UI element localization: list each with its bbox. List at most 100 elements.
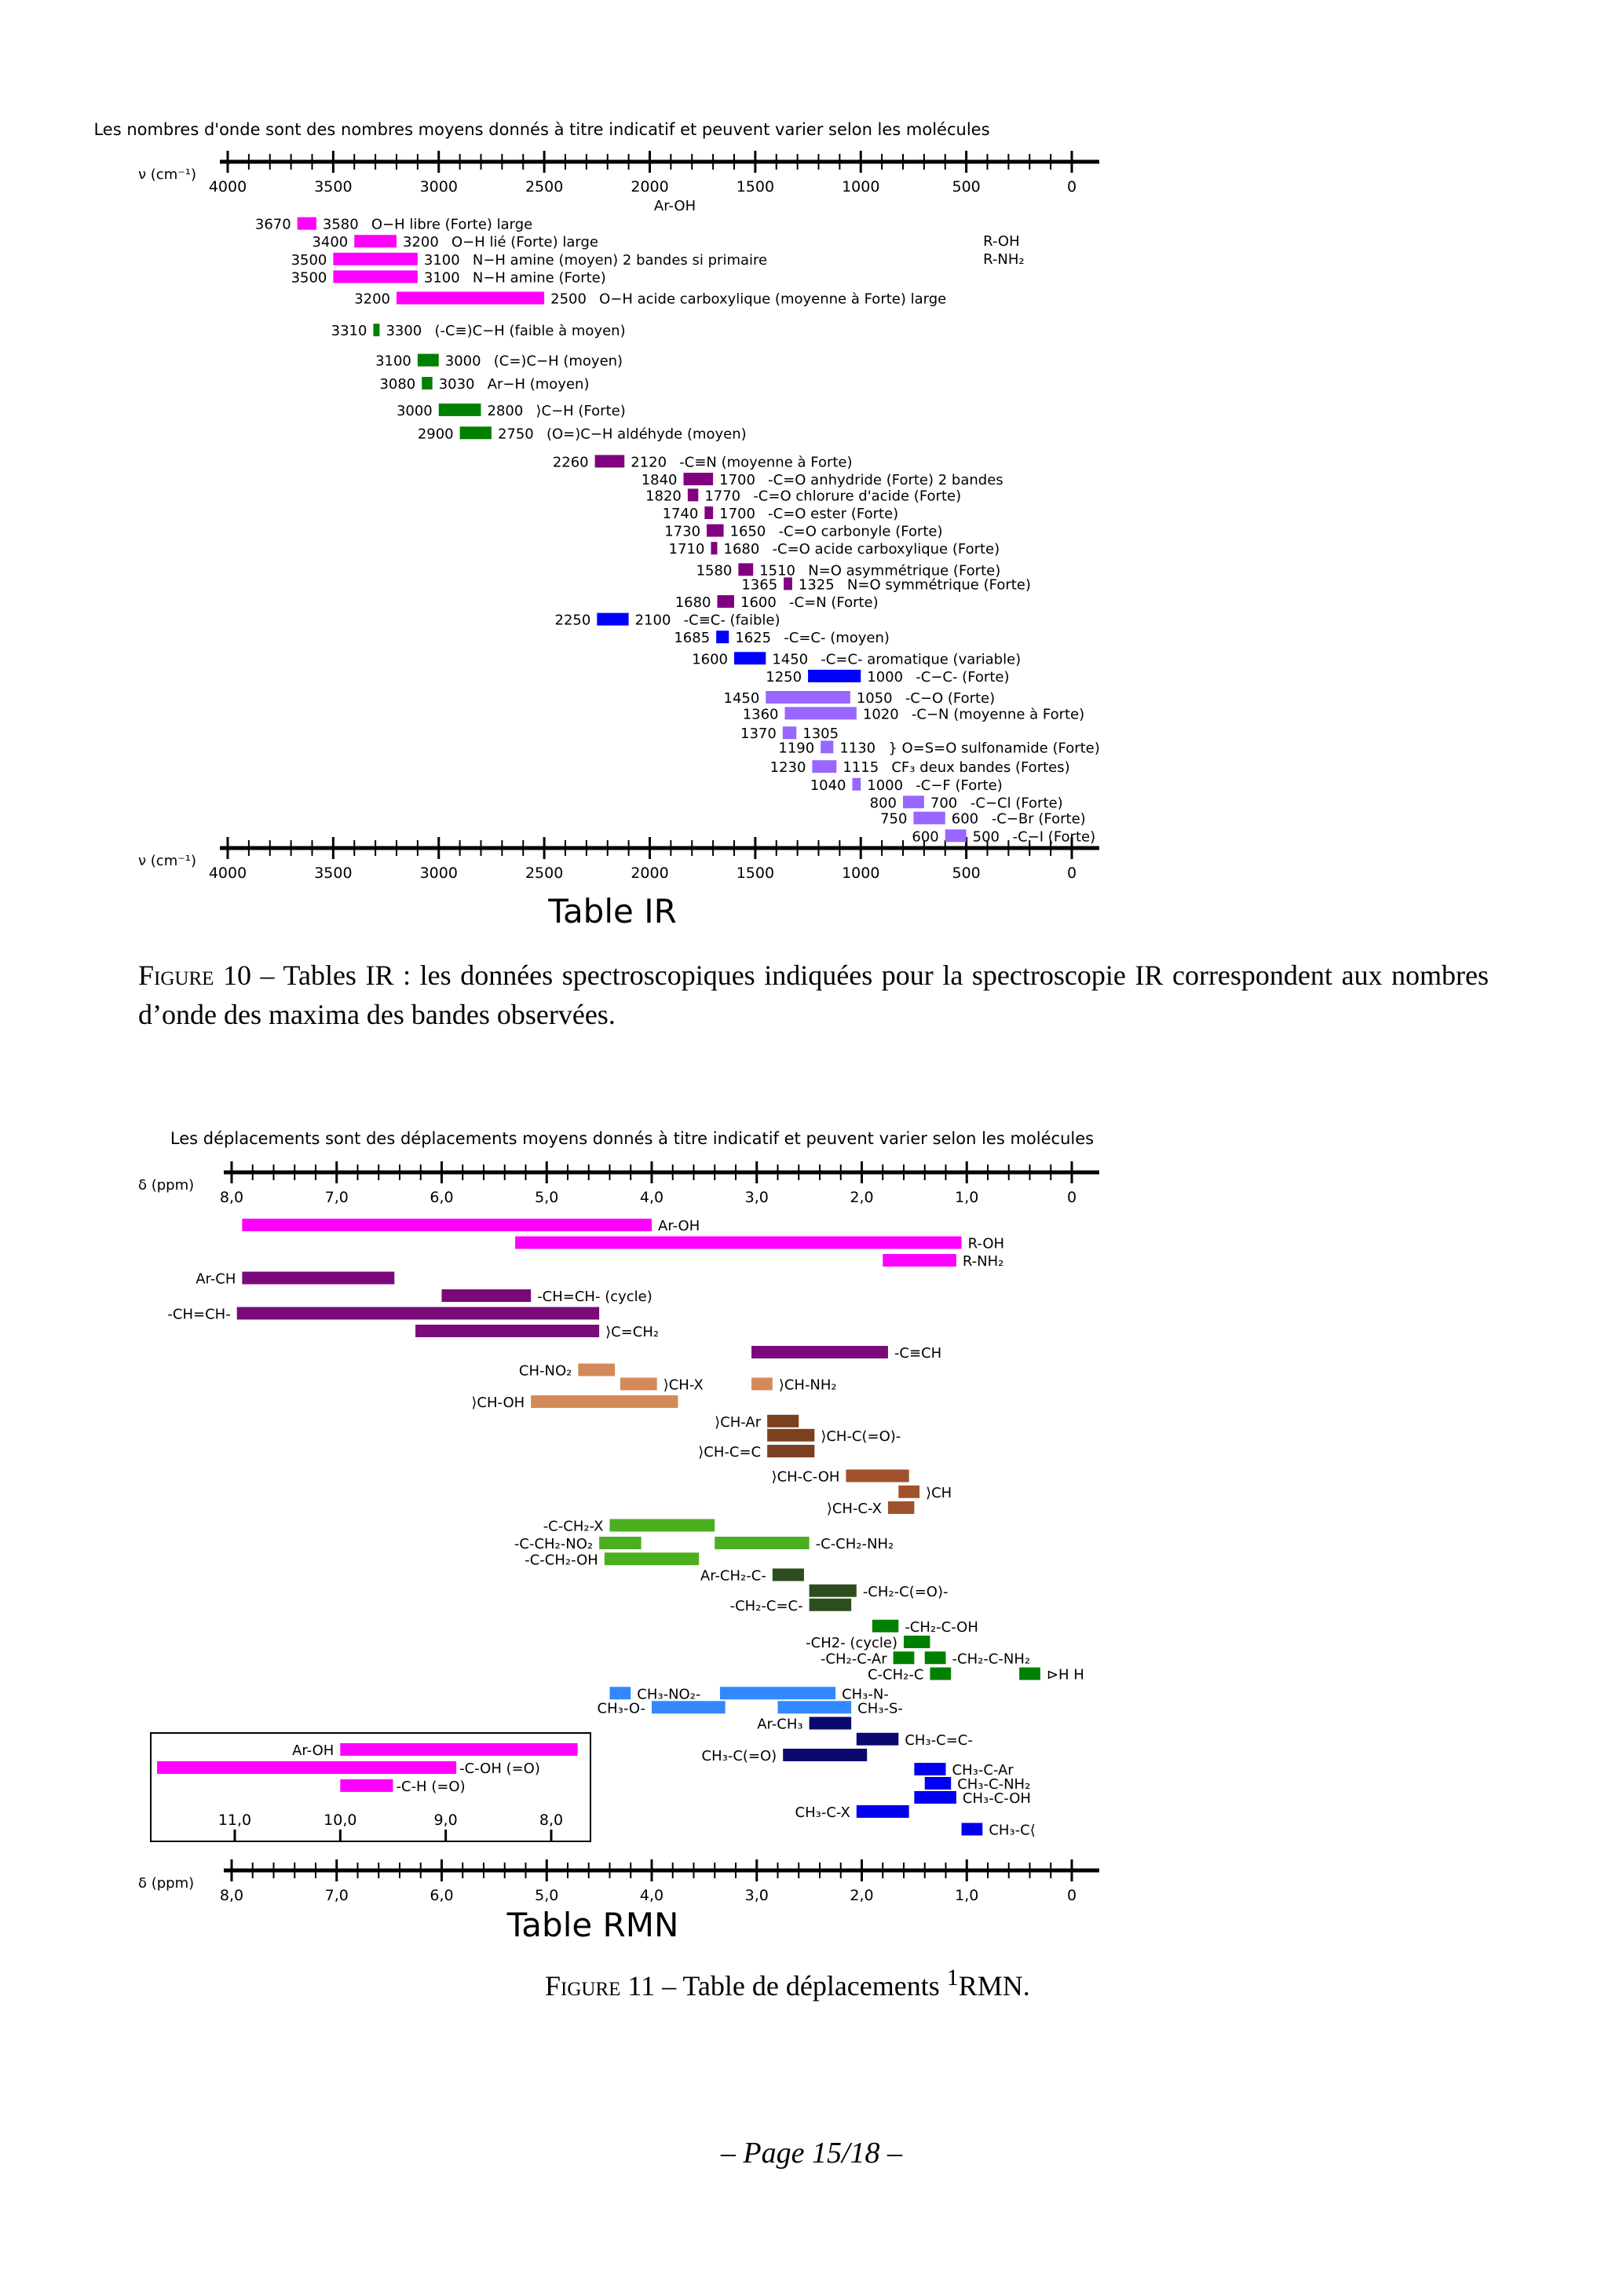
nmr-bar [914,1763,946,1775]
ir-lo-label: 3030 [439,376,475,393]
ir-bar [704,506,714,519]
nmr-bar [898,1485,920,1498]
nmr-bar [809,1584,857,1597]
nmr-tick-label: 2,0 [850,1887,873,1904]
nmr-bar [887,1501,915,1514]
ir-lo-label: 2120 [631,454,667,470]
ir-bar [297,217,316,230]
nmr-bar [604,1552,700,1566]
ir-bar [784,577,792,590]
ir-band-desc: CF₃ deux bandes (Fortes) [891,759,1069,776]
nmr-bar [609,1519,715,1532]
nmr-group-label: ⟩CH-Ar [715,1414,762,1431]
nmr-group-label: ⊳H H [1047,1667,1084,1684]
ir-hi-label: 1840 [642,472,678,488]
inset-bar [340,1743,578,1756]
ir-hi-label: 1190 [778,740,814,756]
ir-hi-label: 3400 [312,234,348,250]
ir-bar [821,740,834,754]
ir-band-desc: -C−N (moyenne à Forte) [912,706,1084,722]
ir-hi-label: 3200 [354,291,390,308]
ir-bar [734,652,766,665]
ir-band-desc: -C=O anhydride (Forte) 2 bandes [768,472,1003,488]
axis-label: ν (cm⁻¹) [138,166,196,183]
nmr-bar [846,1469,909,1483]
nmr-group-label: ⟩C=CH₂ [605,1324,659,1340]
nmr-tick-label: 5,0 [535,1189,558,1206]
nmr-bar [609,1687,631,1700]
nmr-tick-label: 8,0 [220,1887,243,1904]
ir-lo-label: 500 [973,828,1000,845]
nmr-tick-label: 7,0 [325,1887,349,1904]
nmr-bar [515,1236,962,1249]
ir-bar [716,631,729,644]
nmr-bar [809,1717,852,1730]
ir-band-desc: -C=C- aromatique (variable) [821,651,1021,667]
nmr-group-label: -C-CH₂-NO₂ [514,1536,593,1552]
nmr-group-label: ⟩CH-OH [471,1395,525,1411]
ir-hi-label: 1680 [675,594,711,611]
axis-label: δ (ppm) [138,1177,194,1194]
nmr-bar [719,1687,836,1700]
ir-bar [852,777,861,791]
ir-lo-label: 1325 [799,576,835,593]
ir-band-desc: (-C≡)C−H (faible à moyen) [434,323,625,339]
figure-11-text-before: – Table de déplacements [655,1970,947,2002]
nmr-tick-label: 8,0 [220,1189,243,1206]
ir-lo-label: 2800 [488,403,524,419]
ir-lo-label: 2500 [550,291,587,308]
nmr-tick-label: 1,0 [955,1189,978,1206]
nmr-group-label: -C≡CH [894,1345,941,1362]
ir-band-desc: -C=O chlorure d'acide (Forte) [753,488,961,504]
ir-band-desc: ⟩C−H (Forte) [536,403,626,419]
nmr-bar [930,1667,952,1680]
ir-lo-label: 1000 [867,669,903,686]
ir-hi-label: 1580 [696,562,733,579]
nmr-group-label: CH₃-NO₂- [637,1686,700,1702]
inset-label: -C-H (=O) [397,1779,466,1795]
ir-band-desc: Ar−H (moyen) [488,376,590,393]
nmr-bar [883,1254,956,1267]
nmr-bar [783,1749,868,1761]
nmr-tick-label: 7,0 [325,1189,349,1206]
ir-tick-label: 4000 [209,178,247,196]
nmr-group-label: ⟩CH-NH₂ [779,1377,837,1394]
nmr-bar [872,1619,899,1632]
nmr-bar [856,1805,909,1818]
ir-band-desc: -C−I (Forte) [1013,828,1095,845]
ir-tick-label: 1500 [737,178,774,196]
nmr-tick-label: 4,0 [640,1887,663,1904]
nmr-group-label: CH₃-C-OH [963,1790,1031,1807]
nmr-group-label: -CH₂-C(=O)- [863,1584,949,1600]
inset-tick-label: 8,0 [539,1812,563,1829]
ir-tick-label: 4000 [209,865,247,882]
ir-hi-label: 800 [870,795,897,811]
nmr-bar [751,1377,773,1391]
nmr-group-label: Ar-CH₃ [757,1717,802,1733]
nmr-bar [242,1219,652,1231]
ir-bar [738,563,754,576]
ir-lo-label: 1625 [735,630,771,646]
ir-bar [782,726,797,740]
ir-bar [597,612,629,626]
nmr-group-label: CH₃-S- [857,1700,903,1717]
ir-lo-label: 600 [952,811,978,828]
ir-tick-label: 2000 [631,178,668,196]
ir-tick-label: 500 [952,178,980,196]
ir-band-desc: N−H amine (Forte) [473,269,606,286]
ir-hi-label: 3500 [291,269,327,286]
nmr-group-label: -C-CH₂-NH₂ [816,1536,894,1552]
ir-bar [707,524,724,537]
ir-lo-label: 1600 [740,594,777,611]
nmr-bar [751,1346,888,1358]
nmr-bar [893,1651,915,1665]
ir-tick-label: 2500 [525,865,563,882]
nmr-group-label: CH₃-C-Ar [952,1762,1014,1779]
ir-bar [812,760,837,773]
ir-lo-label: 1305 [802,726,839,742]
ir-tick-label: 3500 [314,178,352,196]
ir-bar [784,707,857,720]
ir-band-desc: N=O asymmétrique (Forte) [808,562,1000,579]
ir-tick-label: 500 [952,865,980,882]
ir-band-desc: -C=O carbonyle (Forte) [779,524,943,540]
